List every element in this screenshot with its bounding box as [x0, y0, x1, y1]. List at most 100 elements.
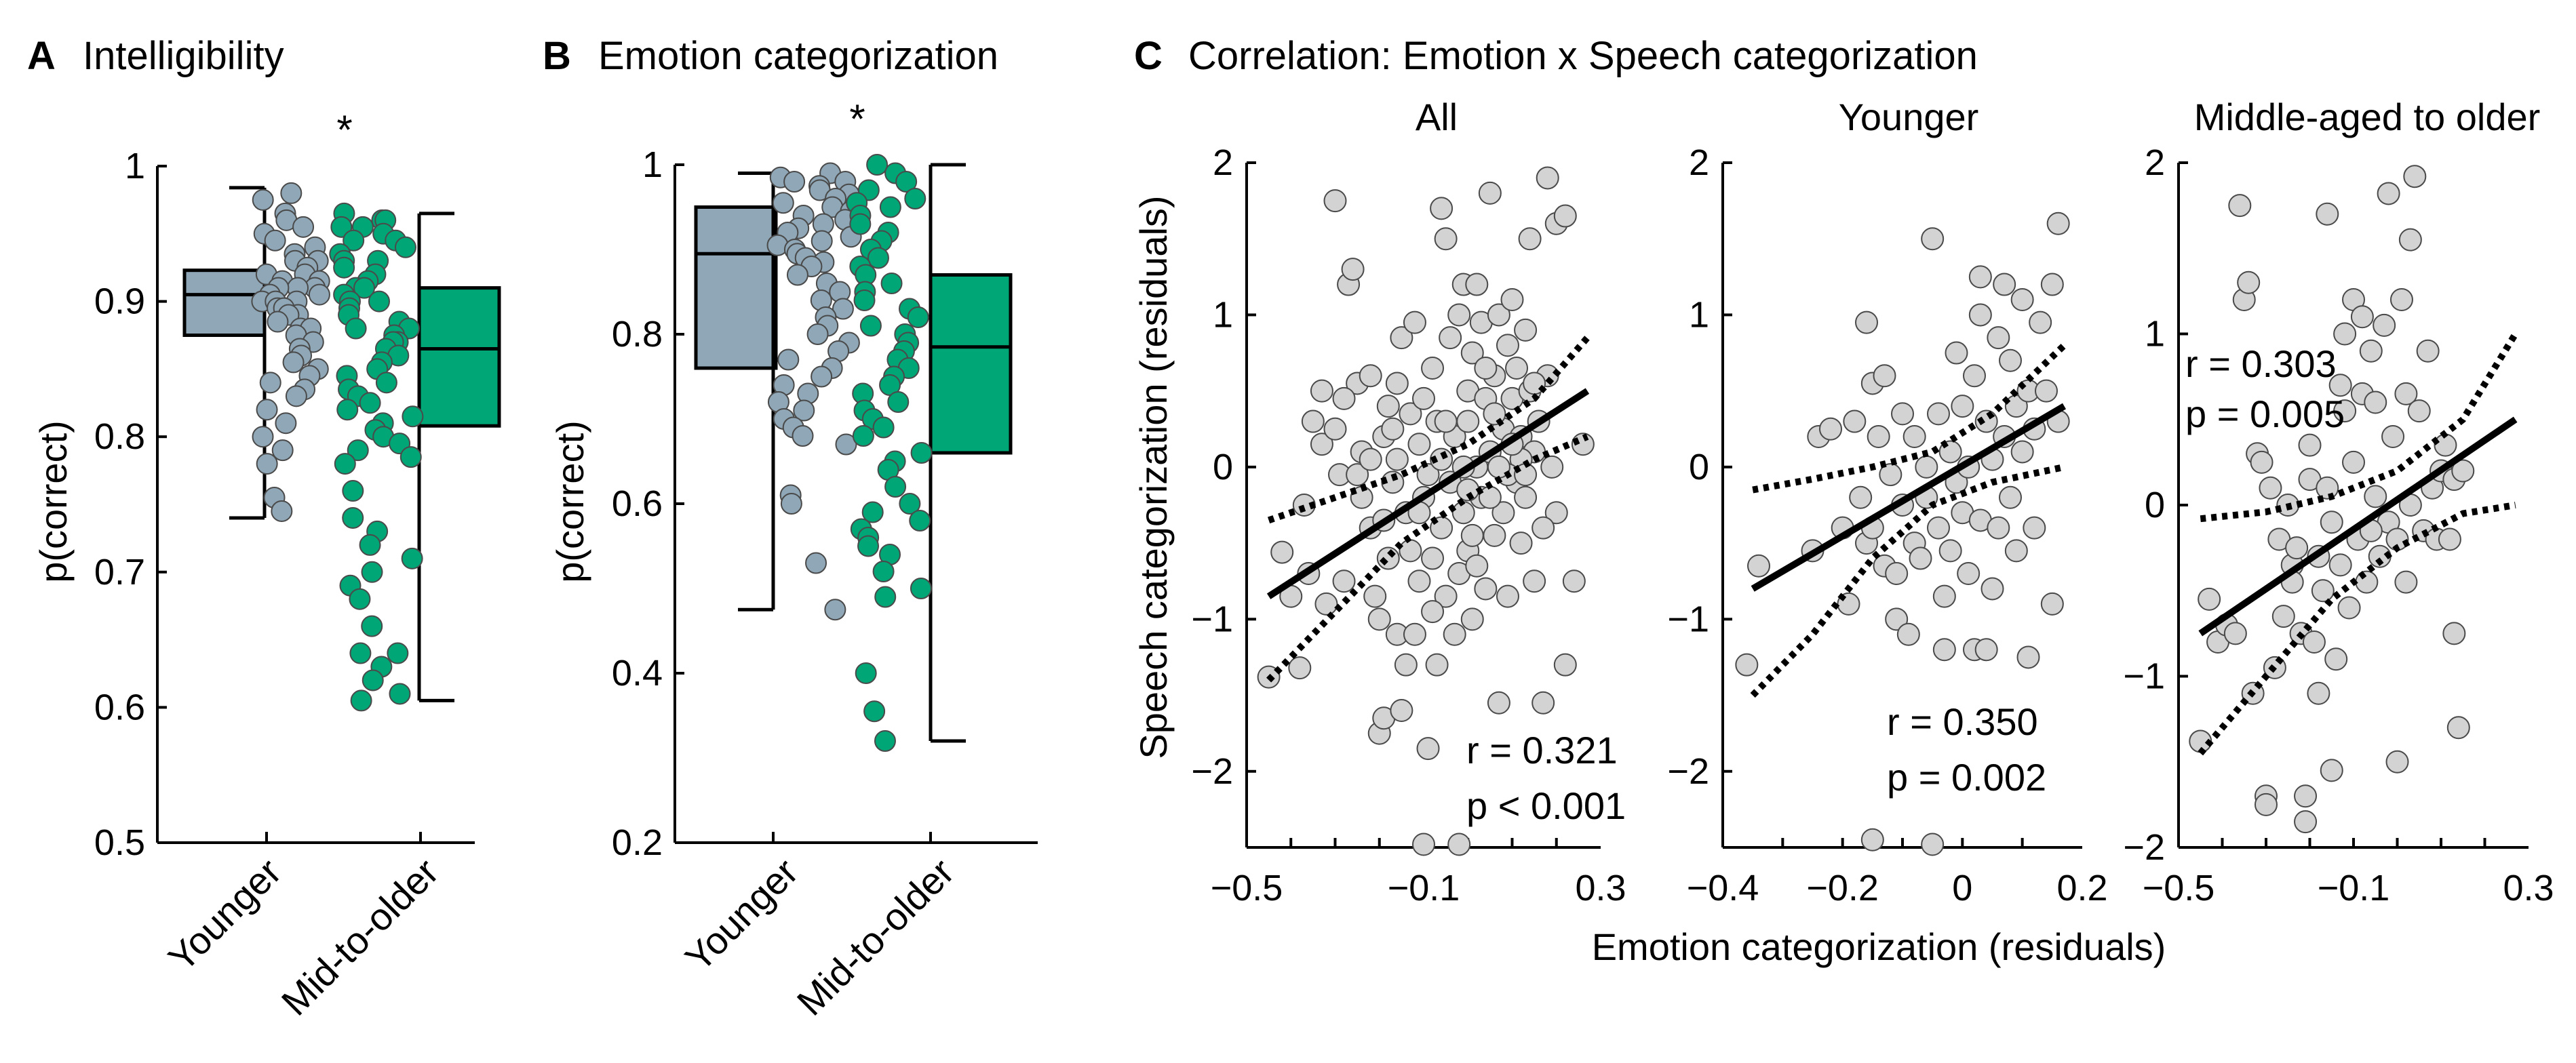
data-point — [1395, 654, 1417, 676]
y-tick-label: 2 — [2145, 142, 2165, 183]
data-point — [2400, 229, 2421, 251]
data-point-mid-to-older — [360, 535, 380, 555]
data-point — [1404, 624, 1426, 645]
scatter-younger: −2−1012−0.4 −0.2 0 0.2Youngerr = 0.350p = 0… — [1667, 96, 2107, 908]
data-point — [2029, 312, 2051, 334]
panel-a-ylabel: p(correct) — [32, 420, 75, 583]
data-point-mid-to-older — [875, 587, 895, 607]
data-point — [1892, 403, 1913, 424]
panel-b-letter: B — [543, 34, 571, 78]
x-tick-label: −0.5 — [1211, 868, 1283, 908]
data-point-younger — [781, 494, 802, 514]
data-point-mid-to-older — [349, 589, 370, 609]
data-point — [1946, 342, 1968, 364]
data-point-mid-to-older — [389, 683, 410, 704]
data-point — [2255, 794, 2277, 816]
data-point — [1510, 532, 1532, 554]
data-point — [1856, 312, 1877, 334]
data-point — [2259, 477, 2281, 499]
data-point-mid-to-older — [911, 578, 931, 599]
panel-a-xtick-younger: Younger — [160, 850, 290, 980]
data-point — [1523, 570, 1545, 592]
data-point — [1957, 563, 1979, 584]
data-point-younger — [257, 399, 277, 420]
data-point-mid-to-older — [861, 316, 881, 336]
data-point — [1386, 372, 1408, 394]
data-point — [2312, 580, 2334, 601]
data-point — [1934, 586, 1955, 607]
data-point-mid-to-older — [360, 393, 380, 413]
data-point — [2339, 597, 2360, 619]
data-point-younger — [253, 426, 273, 447]
data-point — [2395, 571, 2417, 593]
data-point — [1448, 304, 1470, 325]
data-point — [1886, 563, 1907, 584]
data-point — [1457, 411, 1479, 433]
data-point-mid-to-older — [387, 643, 408, 664]
y-tick-label: 1 — [1213, 294, 1233, 335]
data-point-mid-to-older — [868, 248, 889, 268]
data-point — [2364, 485, 2386, 507]
data-point-younger — [825, 599, 845, 620]
data-point — [2382, 426, 2404, 447]
data-point — [1987, 517, 2009, 539]
data-point-mid-to-older — [363, 670, 383, 690]
data-point — [1369, 608, 1390, 630]
panel-b-boxplot: p(correct) * Younger Mid-to-older 0.20.4… — [549, 96, 1038, 1024]
y-tick-label: 0 — [1689, 447, 1709, 487]
box-mid-to-older — [419, 288, 499, 426]
x-tick-label: −0.4 — [1687, 868, 1759, 908]
data-point-mid-to-older — [910, 510, 930, 531]
data-point — [1940, 540, 1962, 561]
data-point — [1928, 517, 1949, 539]
data-point — [2316, 477, 2338, 499]
x-tick-label: −0.5 — [2143, 868, 2215, 908]
data-point — [1497, 334, 1519, 356]
data-point — [1444, 624, 1466, 645]
data-point — [1325, 190, 1346, 212]
data-point — [2443, 622, 2465, 644]
data-point-younger — [284, 352, 304, 372]
data-point — [1302, 411, 1324, 433]
data-point — [1439, 327, 1461, 348]
data-point — [1289, 657, 1310, 679]
y-tick-label: −2 — [1667, 751, 1709, 792]
box-younger — [696, 207, 776, 369]
y-tick-label: −1 — [1667, 599, 1709, 639]
data-point — [1987, 327, 2009, 348]
data-point — [1868, 426, 1890, 447]
data-point — [2012, 289, 2033, 310]
data-point — [2316, 203, 2338, 225]
scatter-younger-title: Younger — [1839, 96, 1979, 138]
data-point — [2006, 540, 2027, 561]
data-point — [2360, 340, 2382, 362]
data-point-mid-to-older — [850, 214, 870, 235]
data-point — [1408, 433, 1430, 455]
data-point-younger — [267, 312, 288, 332]
data-point-mid-to-older — [885, 477, 905, 497]
data-point — [2391, 289, 2413, 310]
y-tick-label: 0.8 — [612, 314, 663, 355]
y-tick-label: 1 — [125, 146, 145, 186]
data-point — [1964, 365, 1985, 386]
data-point-younger — [808, 324, 828, 344]
data-point — [1271, 542, 1293, 563]
panel-b-ylabel: p(correct) — [549, 420, 591, 583]
data-point — [2251, 452, 2273, 473]
data-point — [1497, 586, 1519, 607]
data-point — [2439, 529, 2461, 550]
scatter-younger-p: p = 0.002 — [1887, 756, 2046, 799]
data-point — [1563, 570, 1585, 592]
data-point — [2321, 759, 2343, 781]
x-tick-label: 0.3 — [2503, 868, 2554, 908]
data-point-mid-to-older — [908, 307, 929, 327]
scatter-middle-aged-to-older: −2 −1 0 1 2 −0.5 −0.1 0.3 Middle-aged to older r … — [2123, 96, 2554, 908]
y-tick-label: 0.5 — [94, 822, 145, 863]
data-point-mid-to-older — [856, 663, 876, 683]
data-point — [1382, 418, 1403, 440]
data-point-younger — [811, 367, 832, 387]
data-point-mid-to-older — [343, 508, 363, 528]
data-point — [1982, 578, 2004, 599]
data-point-mid-to-older — [346, 319, 366, 339]
data-point — [1453, 502, 1475, 523]
